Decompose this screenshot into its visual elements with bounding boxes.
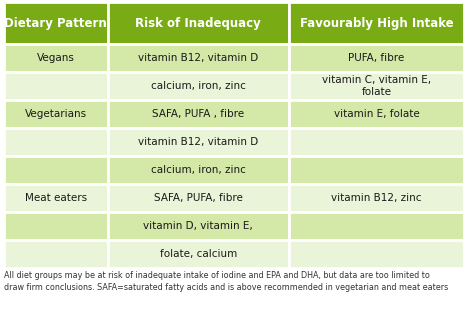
Bar <box>289 2 464 44</box>
Bar <box>289 72 464 100</box>
Text: vitamin B12, vitamin D: vitamin B12, vitamin D <box>138 53 258 63</box>
Bar <box>4 2 108 44</box>
Text: Risk of Inadequacy: Risk of Inadequacy <box>135 16 261 29</box>
Bar <box>108 72 289 100</box>
Bar <box>4 212 108 240</box>
Bar <box>108 212 289 240</box>
Bar <box>289 212 464 240</box>
Bar <box>289 156 464 184</box>
Text: PUFA, fibre: PUFA, fibre <box>349 53 405 63</box>
Bar <box>289 128 464 156</box>
Text: Vegetarians: Vegetarians <box>25 109 87 119</box>
Bar <box>4 240 108 268</box>
Bar <box>4 72 108 100</box>
Bar <box>289 184 464 212</box>
Bar <box>108 156 289 184</box>
Text: SAFA, PUFA , fibre: SAFA, PUFA , fibre <box>152 109 244 119</box>
Bar <box>289 44 464 72</box>
Bar <box>4 128 108 156</box>
Text: vitamin E, folate: vitamin E, folate <box>334 109 419 119</box>
Text: vitamin D, vitamin E,: vitamin D, vitamin E, <box>144 221 253 231</box>
Text: All diet groups may be at risk of inadequate intake of iodine and EPA and DHA, b: All diet groups may be at risk of inadeq… <box>4 271 448 292</box>
Text: Meat eaters: Meat eaters <box>25 193 87 203</box>
Bar <box>4 100 108 128</box>
Text: SAFA, PUFA, fibre: SAFA, PUFA, fibre <box>154 193 243 203</box>
Bar <box>108 240 289 268</box>
Bar <box>108 44 289 72</box>
Bar <box>4 44 108 72</box>
Text: vitamin C, vitamin E,
folate: vitamin C, vitamin E, folate <box>322 75 431 97</box>
Text: folate, calcium: folate, calcium <box>160 249 237 259</box>
Bar <box>108 2 289 44</box>
Bar <box>108 100 289 128</box>
Text: vitamin B12, zinc: vitamin B12, zinc <box>331 193 422 203</box>
Bar <box>108 128 289 156</box>
Bar <box>108 184 289 212</box>
Bar <box>4 184 108 212</box>
Bar <box>4 156 108 184</box>
Text: Dietary Pattern: Dietary Pattern <box>4 16 107 29</box>
Text: calcium, iron, zinc: calcium, iron, zinc <box>151 165 246 175</box>
Text: vitamin B12, vitamin D: vitamin B12, vitamin D <box>138 137 258 147</box>
Text: Vegans: Vegans <box>37 53 75 63</box>
Bar <box>289 240 464 268</box>
Text: Favourably High Intake: Favourably High Intake <box>300 16 453 29</box>
Bar <box>289 100 464 128</box>
Text: calcium, iron, zinc: calcium, iron, zinc <box>151 81 246 91</box>
